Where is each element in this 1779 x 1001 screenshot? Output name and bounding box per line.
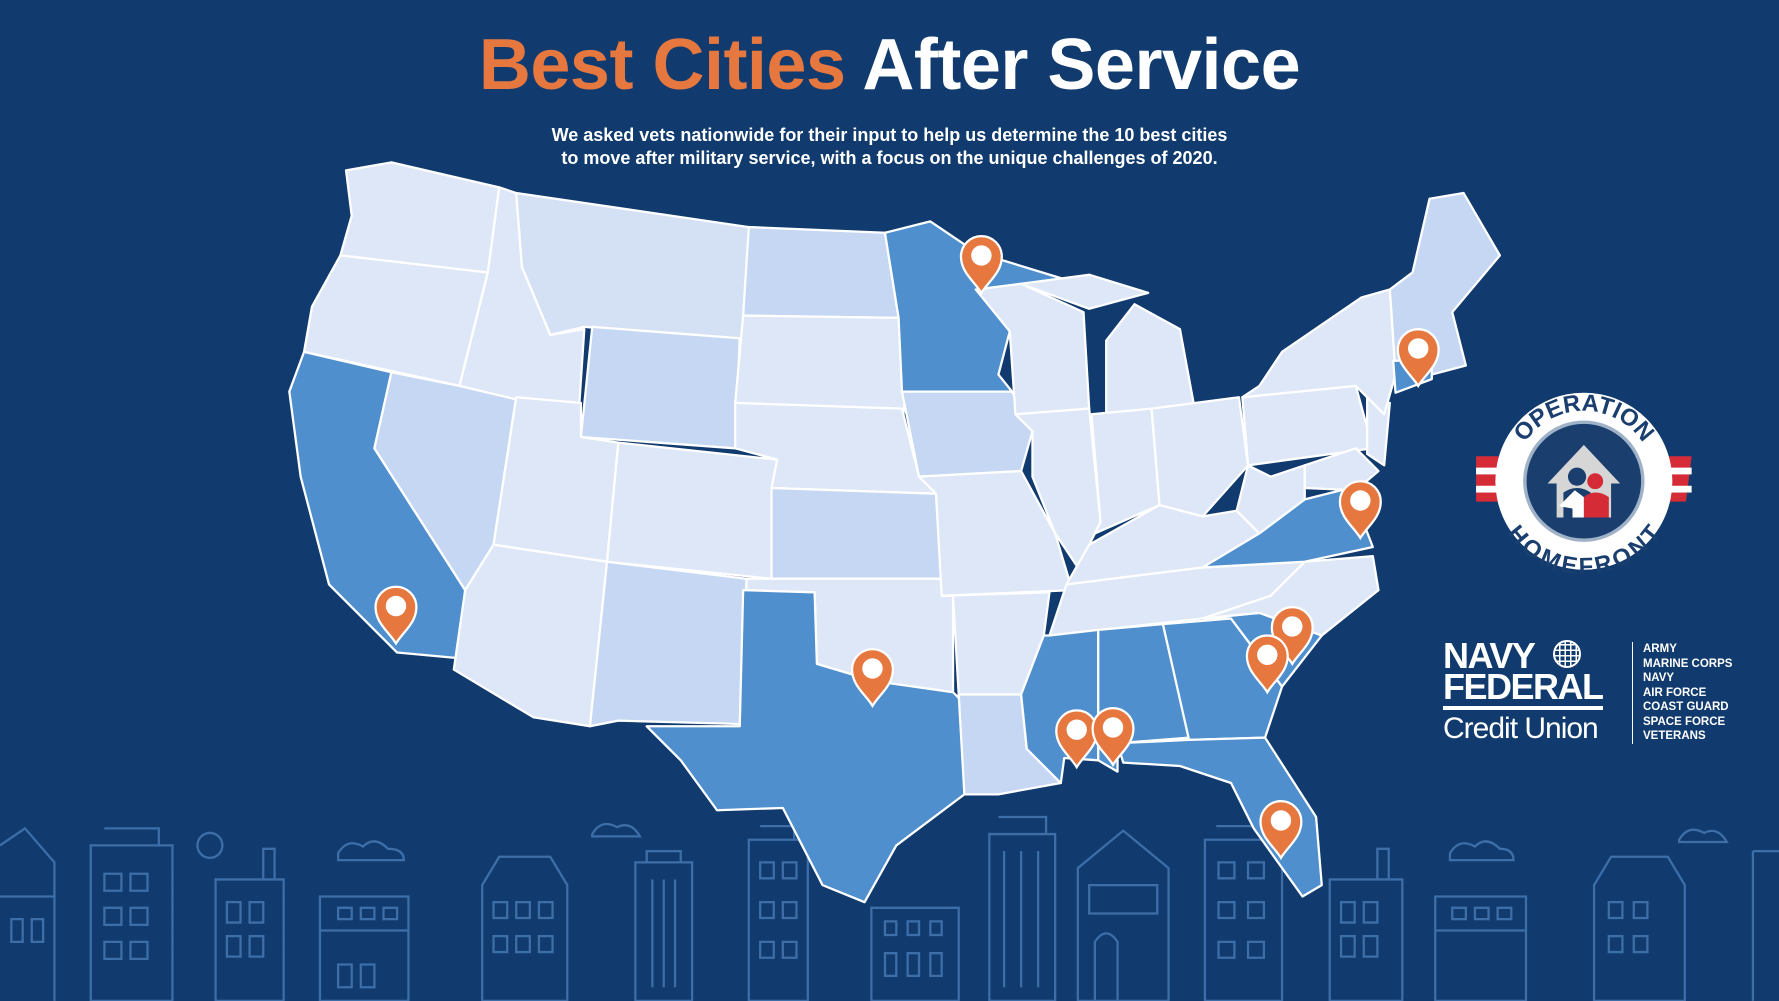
state-arizona (452, 543, 609, 728)
branch-item: AIR FORCE (1643, 686, 1707, 699)
branch-item: COAST GUARD (1643, 701, 1729, 713)
state-minnesota (883, 220, 1062, 393)
map-pin-icon (1338, 480, 1382, 541)
state-kentucky (1065, 503, 1261, 586)
subtitle-line-1: We asked vets nationwide for their input… (551, 125, 1228, 145)
state-california (288, 350, 467, 660)
logo-federal: FEDERAL (1443, 666, 1604, 707)
map-pin-icon (1055, 709, 1099, 770)
logo-credit-union: Credit Union (1443, 706, 1603, 746)
branch-item: MARINE CORPS (1643, 657, 1733, 670)
state-ohio (1150, 396, 1250, 518)
state-michigan-upper (1019, 273, 1150, 310)
map-pin-icon (1091, 706, 1135, 768)
state-north-dakota (742, 225, 900, 319)
state-pennsylvania (1241, 384, 1374, 467)
map-pin-icon (1270, 606, 1314, 667)
branch-list: ARMY MARINE CORPS NAVY AIR FORCE COAST G… (1632, 642, 1732, 744)
state-michigan (1105, 303, 1195, 416)
state-utah (492, 396, 620, 563)
map-pin-icon (1245, 634, 1289, 695)
subtitle: We asked vets nationwide for their input… (0, 124, 1779, 170)
state-new-mexico (588, 560, 748, 728)
us-map (288, 161, 1502, 904)
state-virginia (1201, 486, 1374, 569)
skyline (0, 815, 1779, 1001)
state-west-virginia (1235, 464, 1306, 535)
state-iowa (900, 390, 1034, 478)
state-wyoming (579, 325, 741, 450)
state-new-jersey (1366, 396, 1391, 467)
state-maryland-delaware (1303, 447, 1380, 492)
svg-text:HOMEFRONT: HOMEFRONT (1502, 520, 1667, 581)
state-alabama (1097, 623, 1191, 773)
branch-item: NAVY (1643, 672, 1675, 684)
state-south-dakota (734, 314, 907, 433)
state-florida (1116, 736, 1323, 898)
state-arkansas (940, 591, 1051, 696)
state-texas (645, 588, 966, 904)
state-kansas (770, 486, 943, 580)
state-oklahoma (745, 577, 955, 694)
page-title: Best Cities After Service (0, 24, 1779, 106)
state-new-england (1388, 191, 1502, 376)
state-colorado (605, 441, 779, 580)
city-pins (374, 235, 1440, 861)
state-washington (339, 161, 501, 274)
state-north-carolina (1201, 554, 1380, 637)
state-georgia (1161, 617, 1284, 742)
state-montana (515, 191, 750, 342)
title-rest: After Service (862, 25, 1301, 105)
state-south-carolina (1201, 611, 1323, 688)
state-connecticut (1392, 357, 1433, 394)
state-oregon (302, 254, 489, 388)
logo-text-bottom: HOMEFRONT (1502, 520, 1667, 581)
state-wisconsin (974, 282, 1091, 416)
state-louisiana (957, 693, 1062, 796)
state-indiana (1090, 407, 1161, 535)
map-pin-icon (959, 235, 1003, 296)
subtitle-line-2: to move after military service, with a f… (561, 148, 1218, 168)
state-new-york (1241, 288, 1397, 416)
navy-federal-logo: NAVY FEDERAL Credit Union (1443, 635, 1604, 746)
map-pin-icon (1259, 800, 1303, 861)
state-nebraska (734, 401, 938, 495)
branch-item: SPACE FORCE (1643, 715, 1726, 728)
svg-text:OPERATION: OPERATION (1508, 390, 1659, 447)
operation-homefront-logo: OPERATION HOMEFRONT (1476, 390, 1692, 581)
state-illinois (1014, 407, 1102, 569)
title-highlight: Best Cities (478, 25, 846, 105)
state-nevada (373, 371, 518, 592)
branch-item: ARMY (1643, 643, 1677, 655)
branch-item: VETERANS (1643, 730, 1706, 742)
map-pin-icon (1396, 328, 1440, 389)
logo-text-top: OPERATION (1508, 390, 1659, 447)
state-tennessee (1048, 560, 1306, 637)
globe-icon (1553, 640, 1581, 668)
map-pin-icon (374, 585, 418, 646)
state-mississippi (1019, 628, 1100, 785)
logo-navy: NAVY (1443, 635, 1536, 676)
state-idaho (458, 186, 586, 416)
state-missouri (917, 469, 1074, 597)
map-pin-icon (850, 647, 895, 709)
